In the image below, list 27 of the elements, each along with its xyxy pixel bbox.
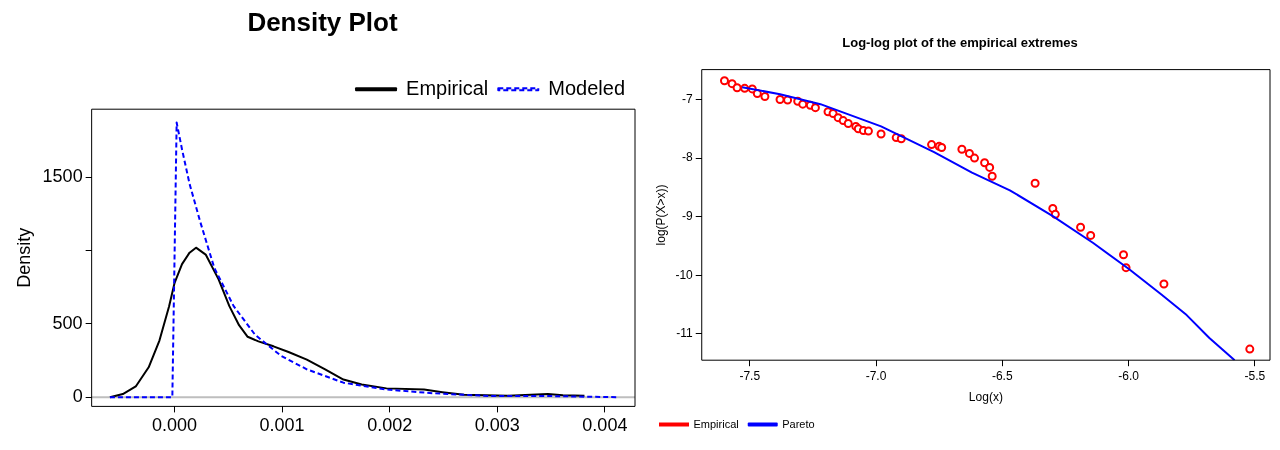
x-tick-label: -7.5	[739, 368, 761, 383]
legend-label: Empirical	[693, 417, 739, 430]
x-tick-label: 0.002	[367, 415, 413, 436]
x-axis-title: Log(x)	[968, 390, 1003, 405]
x-tick-label: -6.0	[1118, 368, 1140, 383]
x-tick-label: 0.004	[582, 415, 628, 436]
legend-label: Modeled	[548, 76, 625, 99]
x-tick-label: 0.001	[259, 415, 305, 436]
legend-label: Pareto	[782, 417, 815, 430]
x-tick-label: -7.0	[865, 368, 887, 383]
y-axis-title: Density	[13, 227, 34, 288]
x-tick-label: 0.003	[474, 415, 520, 436]
y-tick-label: 1500	[42, 166, 83, 187]
chart-title: Log-log plot of the empirical extremes	[842, 35, 1078, 51]
x-tick-label: -5.5	[1244, 368, 1266, 383]
legend-label: Empirical	[406, 76, 489, 99]
x-tick-label: 0.000	[151, 415, 198, 436]
y-tick-label: 500	[52, 312, 83, 333]
y-tick-label: -8	[682, 150, 694, 165]
y-tick-label: 0	[72, 386, 83, 407]
y-tick-label: -11	[676, 326, 694, 341]
y-tick-label: -7	[682, 91, 694, 106]
chart-title: Density Plot	[247, 6, 398, 37]
x-tick-label: -6.5	[991, 368, 1013, 383]
y-tick-label: -9	[682, 208, 694, 223]
y-tick-label: -10	[675, 267, 694, 282]
y-axis-title: log(P(X>x))	[653, 184, 668, 246]
